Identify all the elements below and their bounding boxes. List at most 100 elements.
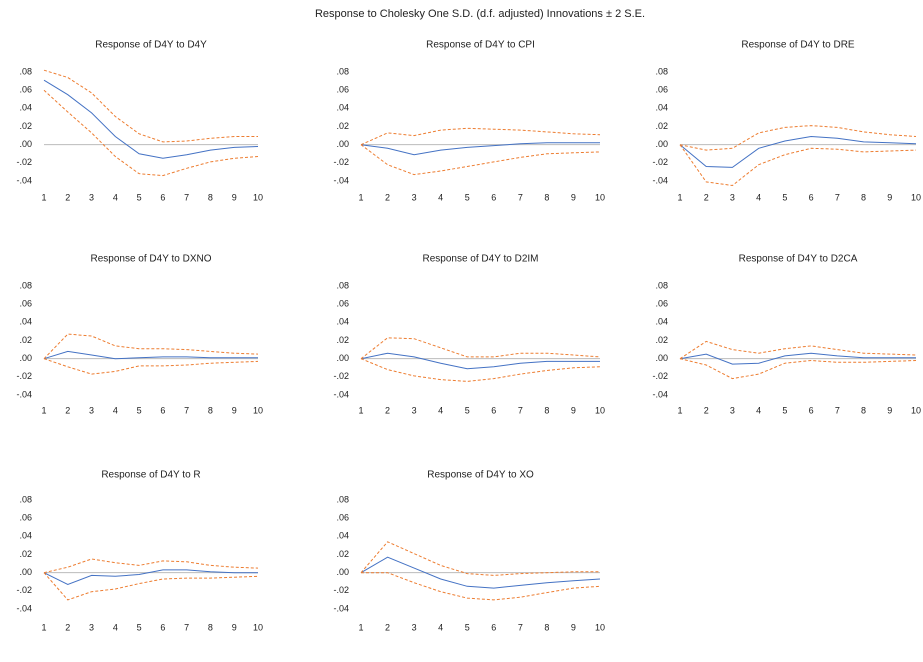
y-tick-label: .00	[655, 353, 668, 363]
y-tick-label: .06	[655, 299, 668, 309]
x-tick-label: 6	[491, 405, 496, 415]
line-series	[43, 69, 258, 143]
x-tick-label: 8	[544, 192, 549, 202]
x-tick-label: 1	[41, 192, 46, 202]
x-tick-label: 6	[809, 405, 814, 415]
x-tick-label: 10	[595, 405, 605, 415]
y-tick-label: .06	[655, 85, 668, 95]
line-series	[360, 358, 601, 382]
x-tick-label: 4	[113, 622, 118, 632]
x-tick-label: 9	[232, 405, 237, 415]
y-tick-label: -.04	[333, 603, 349, 613]
x-tick-label: 10	[253, 622, 263, 632]
x-tick-label: 7	[835, 405, 840, 415]
x-tick-label: 5	[782, 192, 787, 202]
x-tick-label: 9	[571, 405, 576, 415]
x-tick-label: 2	[385, 622, 390, 632]
y-tick-label: -.02	[333, 585, 349, 595]
y-tick-label: .08	[655, 280, 668, 290]
y-tick-label: .08	[19, 280, 32, 290]
y-tick-label: .04	[19, 317, 32, 327]
line-series	[360, 144, 601, 176]
x-tick-label: 8	[208, 622, 213, 632]
x-tick-label: 3	[730, 192, 735, 202]
x-tick-label: 4	[756, 405, 761, 415]
line-series	[679, 358, 917, 380]
y-tick-label: .04	[336, 103, 349, 113]
x-tick-label: 7	[518, 192, 523, 202]
y-tick-label: -.02	[333, 157, 349, 167]
line-series	[360, 337, 601, 360]
y-tick-label: .02	[336, 335, 349, 345]
y-tick-label: .04	[19, 103, 32, 113]
x-tick-label: 1	[358, 405, 363, 415]
x-tick-label: 2	[704, 192, 709, 202]
y-tick-label: .02	[336, 121, 349, 131]
x-tick-label: 10	[253, 405, 263, 415]
y-tick-label: .04	[655, 103, 668, 113]
line-series	[679, 352, 916, 365]
line-series	[43, 558, 259, 574]
x-tick-label: 9	[887, 405, 892, 415]
x-tick-label: 6	[491, 622, 496, 632]
x-tick-label: 5	[465, 192, 470, 202]
y-tick-label: .00	[336, 139, 349, 149]
line-series	[43, 333, 259, 360]
y-tick-label: .06	[336, 85, 349, 95]
line-series	[361, 572, 601, 601]
y-tick-label: .00	[19, 353, 32, 363]
x-tick-label: 6	[160, 405, 165, 415]
y-tick-label: .08	[336, 280, 349, 290]
y-tick-label: -.02	[16, 371, 32, 381]
x-tick-label: 1	[358, 192, 363, 202]
y-tick-label: .00	[655, 139, 668, 149]
y-tick-label: .06	[336, 299, 349, 309]
y-tick-label: -.04	[333, 389, 349, 399]
x-tick-label: 3	[89, 192, 94, 202]
x-tick-label: 3	[730, 405, 735, 415]
y-tick-label: .02	[336, 549, 349, 559]
y-tick-label: -.04	[652, 389, 668, 399]
y-tick-label: .00	[336, 353, 349, 363]
y-tick-label: .08	[19, 66, 32, 76]
y-tick-label: .04	[336, 317, 349, 327]
x-tick-label: 6	[160, 192, 165, 202]
y-tick-label: .06	[19, 513, 32, 523]
panel-title: Response of D4Y to CPI	[426, 40, 535, 51]
x-tick-label: 2	[385, 192, 390, 202]
x-tick-label: 3	[89, 405, 94, 415]
panel-title: Response of D4Y to DXNO	[91, 254, 212, 265]
x-tick-label: 7	[835, 192, 840, 202]
line-series	[43, 350, 258, 360]
x-tick-label: 7	[518, 622, 523, 632]
x-tick-label: 2	[65, 622, 70, 632]
panel-title: Response of D4Y to DRE	[741, 40, 855, 51]
y-tick-label: .02	[655, 121, 668, 131]
panel-title: Response of D4Y to XO	[427, 470, 534, 481]
line-series	[360, 127, 601, 146]
line-series	[360, 556, 601, 589]
x-tick-label: 4	[113, 192, 118, 202]
x-tick-label: 2	[704, 405, 709, 415]
y-tick-label: .04	[655, 317, 668, 327]
x-tick-label: 7	[184, 192, 189, 202]
x-tick-label: 1	[358, 622, 363, 632]
line-series	[679, 125, 917, 151]
y-tick-label: -.02	[16, 157, 32, 167]
y-tick-label: -.04	[652, 175, 668, 185]
x-tick-label: 1	[41, 622, 46, 632]
x-tick-label: 10	[595, 192, 605, 202]
x-tick-label: 9	[232, 192, 237, 202]
panel-title: Response of D4Y to R	[101, 470, 200, 481]
x-tick-label: 7	[518, 405, 523, 415]
x-tick-label: 9	[571, 622, 576, 632]
y-tick-label: .02	[19, 335, 32, 345]
y-tick-label: .08	[655, 66, 668, 76]
x-tick-label: 7	[184, 622, 189, 632]
line-series	[679, 135, 917, 168]
y-tick-label: .02	[19, 121, 32, 131]
x-tick-label: 4	[438, 405, 443, 415]
line-series	[43, 358, 259, 375]
y-tick-label: -.02	[16, 585, 32, 595]
line-series	[360, 541, 600, 576]
